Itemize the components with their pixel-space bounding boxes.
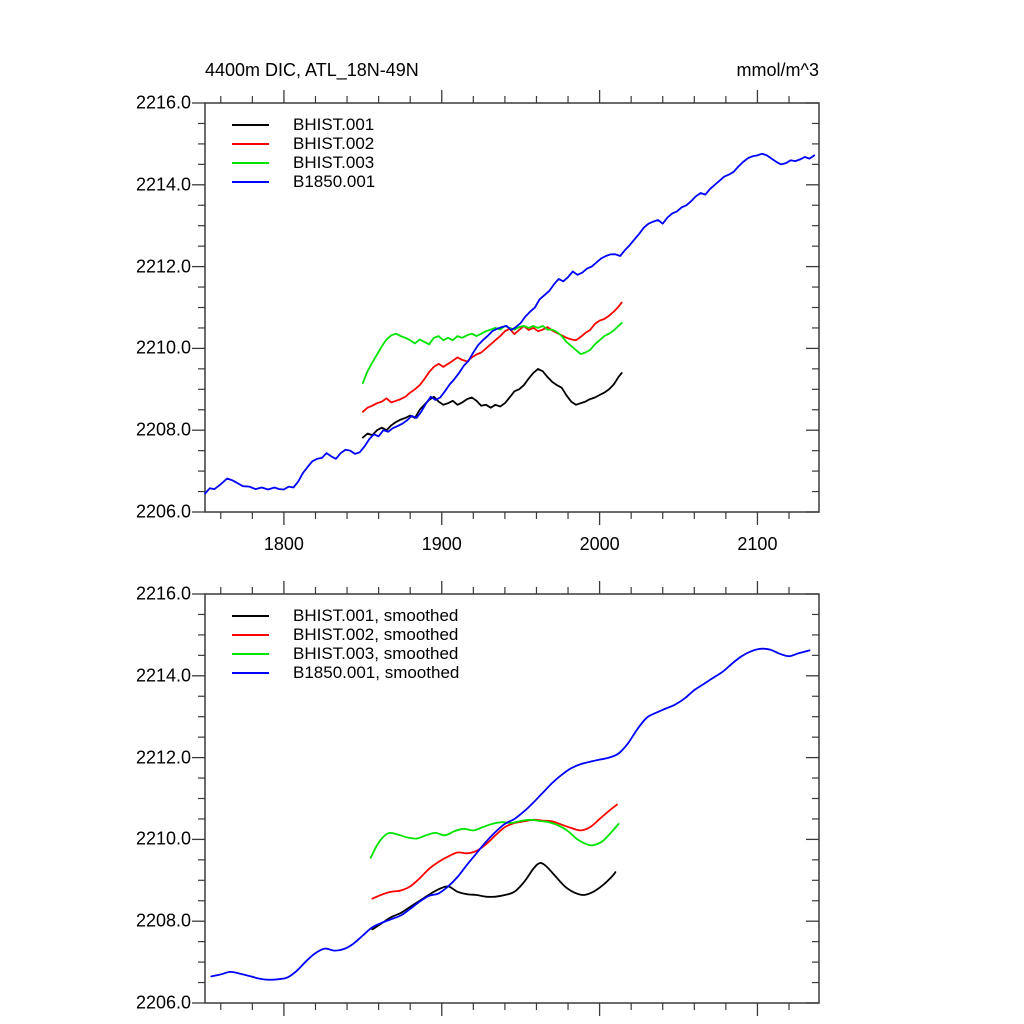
series-line-b1850-001 bbox=[204, 152, 816, 495]
y-tick-label: 2212.0 bbox=[135, 256, 191, 277]
series-line-bhist-002-smoothed bbox=[371, 803, 618, 900]
y-tick-label: 2210.0 bbox=[135, 828, 191, 849]
legend-line-swatch bbox=[232, 142, 269, 145]
series-line-b1850-001-smoothed bbox=[210, 647, 811, 981]
legend-line-swatch bbox=[232, 180, 269, 183]
legend-line-swatch bbox=[232, 633, 269, 636]
y-tick-label: 2214.0 bbox=[135, 665, 191, 686]
legend-entry: B1850.001, smoothed bbox=[232, 663, 459, 682]
legend-label: BHIST.001 bbox=[293, 115, 375, 134]
y-tick-label: 2212.0 bbox=[135, 747, 191, 768]
legend-label: B1850.001, smoothed bbox=[293, 663, 460, 682]
y-tick-label: 2206.0 bbox=[135, 501, 191, 522]
x-tick-label: 2000 bbox=[579, 534, 620, 554]
legend-line-swatch bbox=[232, 652, 269, 655]
series-line-bhist-001 bbox=[361, 368, 623, 439]
x-tick-label: 1800 bbox=[263, 534, 304, 554]
y-tick-label: 2208.0 bbox=[135, 910, 191, 931]
legend-label: B1850.001 bbox=[293, 172, 376, 191]
x-tick-label: 1900 bbox=[421, 534, 462, 554]
x-tick-label: 2100 bbox=[737, 534, 778, 554]
series-line-bhist-003-smoothed bbox=[369, 818, 620, 859]
legend-entry: B1850.001 bbox=[232, 172, 375, 191]
plot-title: 4400m DIC, ATL_18N-49N bbox=[205, 60, 419, 80]
legend-line-swatch bbox=[232, 614, 269, 617]
series-line-bhist-001-smoothed bbox=[371, 862, 617, 931]
legend-line-swatch bbox=[232, 123, 269, 126]
y-tick-label: 2208.0 bbox=[135, 419, 191, 440]
legend-label: BHIST.002, smoothed bbox=[293, 625, 459, 644]
legend-label: BHIST.003 bbox=[293, 153, 375, 172]
units-label: mmol/m^3 bbox=[736, 60, 819, 80]
legend-entry: BHIST.003, smoothed bbox=[232, 644, 458, 663]
y-tick-label: 2210.0 bbox=[135, 337, 191, 358]
series-line-bhist-002 bbox=[361, 301, 623, 413]
legend-entry: BHIST.001, smoothed bbox=[232, 606, 458, 625]
legend-entry: BHIST.002, smoothed bbox=[232, 625, 458, 644]
legend-label: BHIST.003, smoothed bbox=[293, 644, 459, 663]
legend-line-swatch bbox=[232, 161, 269, 164]
y-tick-label: 2216.0 bbox=[135, 583, 191, 604]
y-tick-label: 2214.0 bbox=[135, 174, 191, 195]
legend-entry: BHIST.003 bbox=[232, 153, 374, 172]
legend-entry: BHIST.002 bbox=[232, 134, 374, 153]
legend-entry: BHIST.001 bbox=[232, 115, 374, 134]
y-tick-label: 2216.0 bbox=[135, 92, 191, 113]
series-line-bhist-003 bbox=[361, 322, 623, 385]
legend-label: BHIST.001, smoothed bbox=[293, 606, 459, 625]
y-tick-label: 2206.0 bbox=[135, 992, 191, 1013]
legend-line-swatch bbox=[232, 671, 269, 674]
legend-label: BHIST.002 bbox=[293, 134, 375, 153]
